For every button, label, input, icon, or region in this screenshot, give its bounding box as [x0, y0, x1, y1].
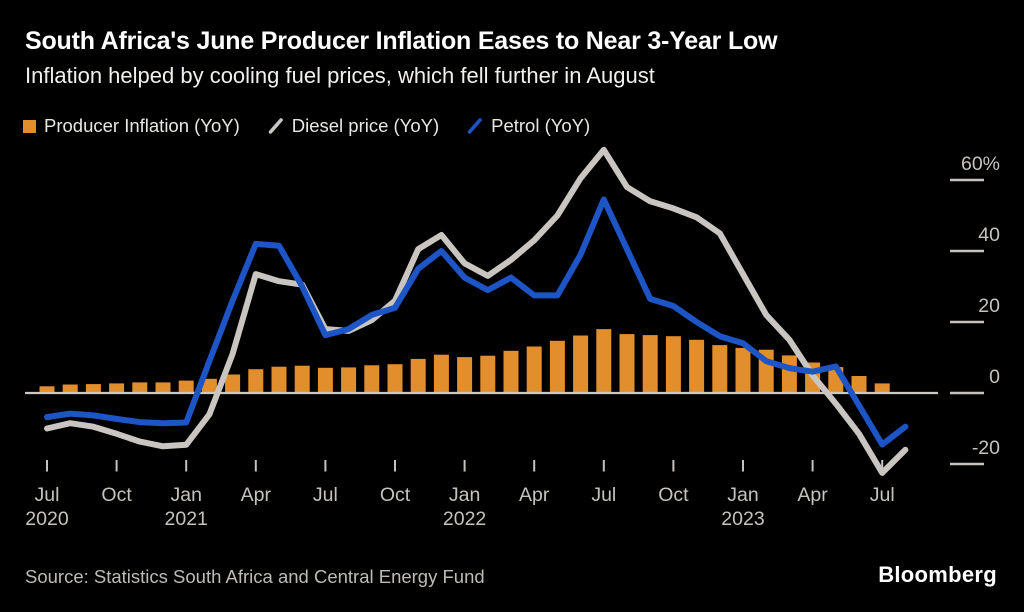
legend-item-label: Producer Inflation (YoY): [44, 115, 240, 136]
ppi-bar: [642, 335, 658, 393]
x-tick-label: Jan: [170, 484, 201, 506]
x-tick-label: Apr: [797, 484, 828, 506]
y-tick-label: 0: [989, 366, 1000, 388]
x-tick-label: Apr: [519, 484, 550, 506]
chart-subtitle: Inflation helped by cooling fuel prices,…: [25, 63, 655, 88]
legend: Producer Inflation (YoY) Diesel price (Yo…: [23, 115, 590, 137]
x-tick-label: Oct: [380, 484, 411, 506]
ppi-bar: [689, 339, 705, 394]
ppi-bar: [781, 355, 797, 393]
x-tick-label: Jul: [870, 484, 895, 506]
y-tick-label: 60%: [961, 153, 1000, 175]
legend-item-label: Diesel price (YoY): [291, 115, 440, 136]
ppi-bar: [526, 346, 542, 393]
y-tick-label: 40: [978, 224, 1000, 246]
ppi-bar: [155, 382, 171, 393]
x-tick-label: Jul: [313, 484, 338, 506]
ppi-bar: [39, 386, 55, 393]
petrol-line: [44, 196, 909, 448]
x-tick-label: Jul: [591, 484, 616, 506]
ppi-bar: [410, 358, 426, 393]
x-tick-label: Jan: [449, 484, 480, 506]
petrol-slash-icon: [466, 117, 483, 135]
ppi-bar: [433, 354, 449, 393]
x-tick-year: 2020: [25, 508, 69, 530]
legend-item-petrol: Petrol (YoY): [466, 115, 590, 137]
ppi-bar: [457, 357, 473, 393]
ppi-bar: [573, 335, 589, 393]
ppi-bar: [109, 383, 125, 393]
ppi-bar: [225, 374, 241, 393]
ppi-bar: [735, 347, 751, 393]
producer-inflation-swatch-square-icon: [23, 119, 36, 133]
source-note: Source: Statistics South Africa and Cent…: [25, 566, 485, 587]
ppi-bar: [271, 366, 287, 393]
ppi-bar: [364, 365, 380, 393]
legend-item-diesel: Diesel price (YoY): [267, 115, 439, 137]
y-tick-label: -20: [972, 437, 1000, 459]
ppi-bar: [596, 329, 612, 393]
ppi-bar: [828, 367, 844, 393]
ppi-bar: [387, 364, 403, 393]
x-tick-year: 2022: [443, 508, 486, 530]
chart-title: South Africa's June Producer Inflation E…: [25, 27, 778, 55]
x-tick-label: Oct: [658, 484, 689, 506]
y-tick-label: 20: [978, 295, 1000, 317]
ppi-bar: [619, 334, 635, 393]
ppi-bar: [294, 365, 310, 393]
ppi-bar: [317, 367, 333, 393]
x-tick-label: Oct: [101, 484, 132, 506]
ppi-bar: [549, 340, 565, 393]
ppi-bar: [712, 345, 728, 393]
ppi-bar: [248, 369, 264, 393]
ppi-bar: [851, 376, 867, 393]
ppi-bar: [178, 380, 194, 393]
x-tick-label: Jul: [35, 484, 60, 506]
ppi-bar: [480, 355, 496, 393]
x-tick-year: 2023: [721, 508, 764, 530]
diesel-slash-icon: [267, 117, 284, 135]
ppi-bar: [132, 382, 148, 393]
ppi-bar: [62, 384, 78, 393]
ppi-bar: [805, 362, 821, 393]
ppi-bar: [874, 383, 890, 393]
x-tick-label: Jan: [727, 484, 758, 506]
legend-item-label: Petrol (YoY): [491, 115, 591, 136]
ppi-bar: [85, 384, 101, 393]
ppi-bar: [503, 350, 519, 393]
ppi-bar: [758, 349, 774, 393]
x-tick-label: Apr: [241, 484, 272, 506]
ppi-bar: [665, 336, 681, 393]
ppi-bar: [201, 378, 217, 393]
bloomberg-logo: Bloomberg: [878, 562, 997, 587]
ppi-bar: [341, 367, 357, 393]
diesel-line: [44, 146, 909, 476]
x-tick-year: 2021: [165, 508, 208, 530]
legend-item-producer-inflation: Producer Inflation (YoY): [23, 115, 240, 137]
